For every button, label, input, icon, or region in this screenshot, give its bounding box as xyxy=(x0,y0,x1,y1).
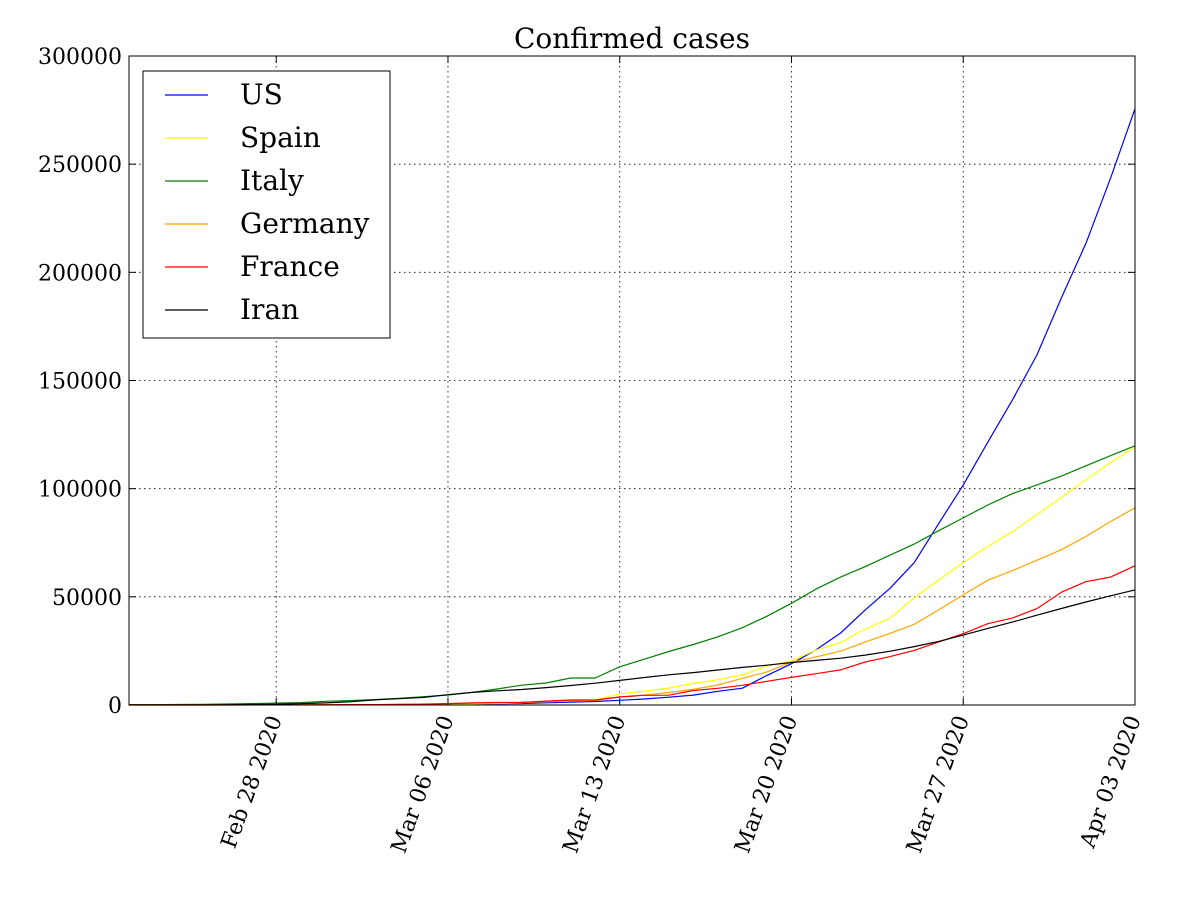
legend-label-germany: Germany xyxy=(240,207,370,240)
legend-label-italy: Italy xyxy=(240,164,304,197)
series-line-iran xyxy=(129,589,1136,706)
y-tick-label: 200000 xyxy=(38,261,122,286)
legend-box xyxy=(142,70,391,339)
chart-title: Confirmed cases xyxy=(514,22,750,55)
legend-label-us: US xyxy=(240,78,283,111)
legend-label-iran: Iran xyxy=(240,293,299,326)
legend-label-spain: Spain xyxy=(240,121,321,154)
grid xyxy=(129,56,1135,705)
legend-label-france: France xyxy=(240,250,340,283)
y-tick-label: 300000 xyxy=(38,45,122,70)
legend: US Spain Italy Germany France Iran xyxy=(142,70,391,339)
y-tick-label: 0 xyxy=(108,694,122,719)
y-tick-label: 250000 xyxy=(38,153,122,178)
y-tick-label: 50000 xyxy=(52,586,122,611)
series-line-italy xyxy=(128,445,1136,706)
y-tick-label: 150000 xyxy=(38,370,122,395)
y-tick-label: 100000 xyxy=(38,478,122,503)
